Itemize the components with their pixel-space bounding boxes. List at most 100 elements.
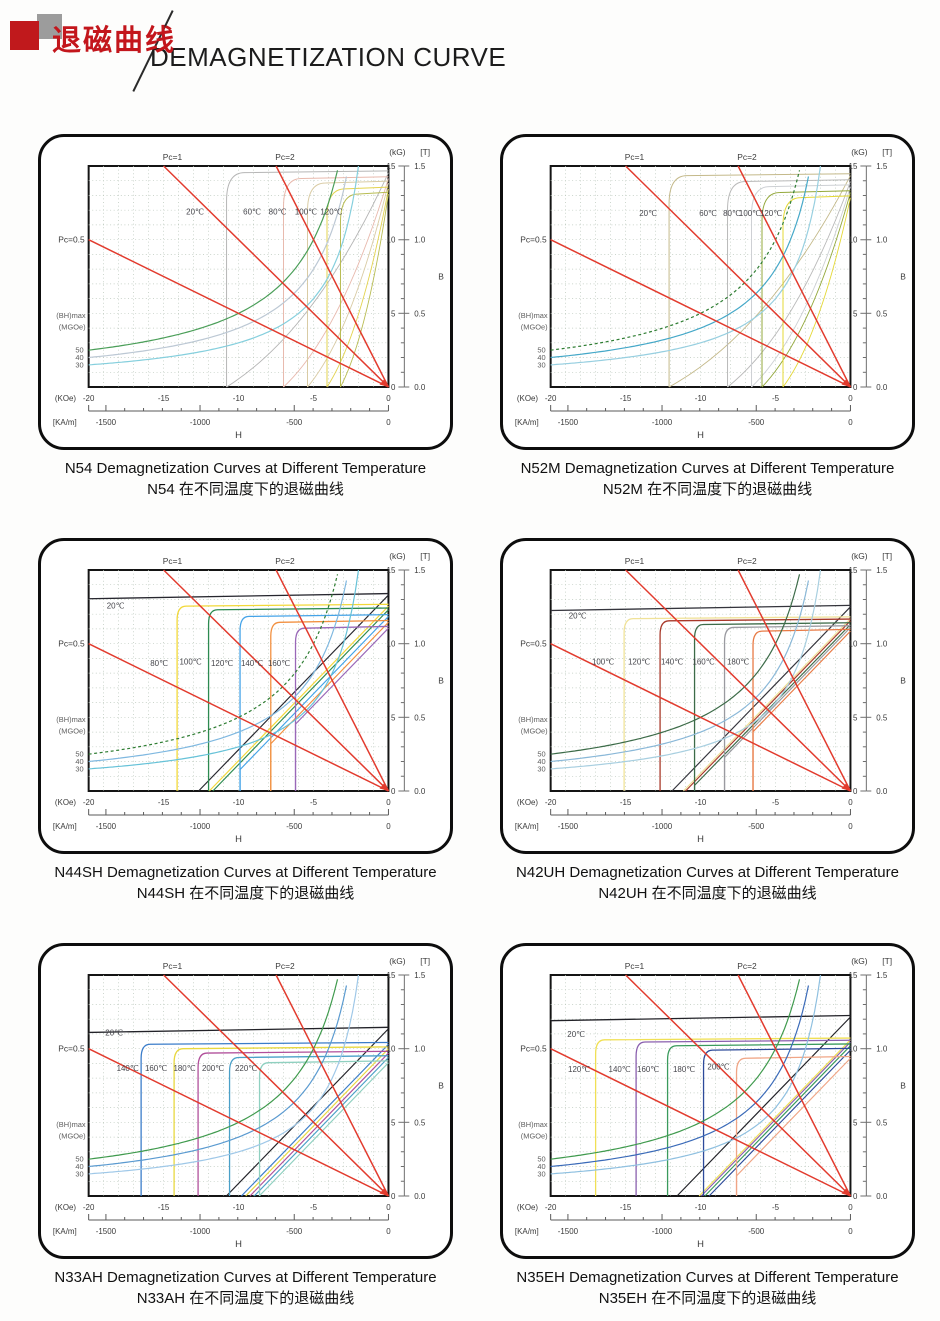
h-axis-label: H: [235, 834, 242, 845]
intrinsic-curve-140c: [635, 1039, 851, 1196]
mgoe-label: (MGOe): [521, 1131, 548, 1140]
temp-label-120c: 120℃: [760, 209, 782, 218]
kg-unit-label: (kG): [389, 551, 406, 561]
pc1-label: Pc=1: [163, 961, 183, 971]
caption-en: N54 Demagnetization Curves at Different …: [64, 460, 427, 477]
koe-tick-0: 0: [386, 394, 391, 403]
koe-unit-label: (KOe): [55, 1203, 77, 1212]
bhmax-hyperbola-40: [550, 985, 810, 1168]
bhmax-hyperbola-30: [550, 569, 822, 770]
kg-tick-0: 0: [853, 383, 858, 392]
intrinsic-curve-100c: [207, 607, 389, 791]
kg-tick-5: 5: [391, 713, 396, 722]
intrinsic-curve-180c: [752, 628, 851, 791]
load-line-pc-2: [275, 974, 390, 1197]
kg-tick-10: 10: [849, 236, 858, 245]
normal-curve-20c: [226, 172, 389, 388]
caption-en: N44SH Demagnetization Curves at Differen…: [54, 864, 437, 881]
temp-label-180c: 180℃: [727, 657, 749, 666]
normal-curve-80c: [751, 186, 851, 388]
koe-tick--15: -15: [158, 798, 170, 807]
kam-tick-0: 0: [386, 1227, 391, 1236]
b-axis-label: B: [438, 675, 444, 685]
mgoe-label: (MGOe): [521, 322, 548, 331]
normal-curve-140c: [240, 1043, 389, 1197]
load-line-pc-1: [163, 974, 389, 1197]
bhmax-hyperbola-30: [550, 974, 822, 1175]
normal-curve-60c: [727, 181, 851, 388]
kam-tick-0: 0: [848, 418, 853, 427]
kg-tick-0: 0: [853, 1192, 858, 1201]
temp-label-100c: 100℃: [180, 657, 202, 666]
mgoe-label: (MGOe): [59, 322, 86, 331]
intrinsic-curve-60c: [283, 176, 389, 387]
koe-tick--5: -5: [772, 798, 780, 807]
koe-tick--5: -5: [310, 1203, 318, 1212]
koe-tick--15: -15: [158, 394, 170, 403]
figure-N44SH: Pc=1 Pc=2 Pc=0.5 20℃ 80℃ 100℃ 120℃ 140℃ 160℃ (BH)…: [38, 538, 453, 904]
normal-curve-80c: [208, 605, 389, 792]
normal-curve-100c: [326, 188, 389, 388]
kam-tick--1500: -1500: [558, 822, 579, 831]
bhmax-value-40: 40: [75, 1162, 83, 1171]
load-line-pc-0.5: [88, 1048, 389, 1197]
bhmax-label: (BH)max: [518, 1120, 548, 1129]
bhmax-label: (BH)max: [56, 715, 86, 724]
intrinsic-curve-120c: [782, 195, 851, 387]
koe-unit-label: (KOe): [517, 798, 539, 807]
koe-unit-label: (KOe): [55, 394, 77, 403]
kam-unit-label: [KA/m]: [53, 1227, 77, 1236]
koe-tick--15: -15: [158, 1203, 170, 1212]
normal-curve-160c: [294, 627, 389, 791]
temp-label-160c: 160℃: [268, 659, 290, 668]
page-header: 退磁曲线 DEMAGNETIZATION CURVE: [0, 0, 940, 110]
koe-tick--20: -20: [545, 798, 557, 807]
t-tick-1.0: 1.0: [414, 640, 426, 649]
temp-label-160c: 160℃: [637, 1065, 659, 1074]
intrinsic-curve-20c: [88, 1026, 389, 1034]
koe-tick--20: -20: [83, 1203, 95, 1212]
chart-panel: Pc=1 Pc=2 Pc=0.5 20℃ 60℃ 80℃ 100℃ 120℃ (BH)max (M…: [500, 134, 915, 450]
temp-label-140c: 140℃: [117, 1064, 139, 1073]
intrinsic-curve-200c: [735, 1055, 851, 1196]
pc05-label: Pc=0.5: [520, 639, 547, 649]
h-axis-label: H: [235, 430, 242, 441]
bhmax-hyperbola-50: [88, 574, 339, 755]
t-tick-1.5: 1.5: [414, 971, 426, 980]
temp-label-20c: 20℃: [105, 1028, 123, 1037]
intrinsic-curve-20c: [226, 170, 389, 387]
load-line-pc-0.5: [550, 1048, 851, 1197]
chart-panel: Pc=1 Pc=2 Pc=0.5 20℃ 100℃ 120℃ 140℃ 160℃ 180℃ (BH…: [500, 538, 915, 854]
load-line-pc-1: [625, 974, 851, 1197]
mgoe-label: (MGOe): [521, 726, 548, 735]
intrinsic-curve-100c: [761, 190, 851, 387]
koe-unit-label: (KOe): [517, 394, 539, 403]
intrinsic-curve-120c: [239, 613, 389, 791]
koe-unit-label: (KOe): [55, 798, 77, 807]
bhmax-label: (BH)max: [56, 311, 86, 320]
normal-curve-100c: [212, 609, 389, 792]
load-line-pc-0.5: [88, 239, 389, 388]
temp-label-120c: 120℃: [211, 659, 233, 668]
normal-curve-120c: [698, 1039, 851, 1197]
load-line-pc-1: [625, 569, 851, 792]
h-axis-label: H: [235, 1239, 242, 1250]
pc05-label: Pc=0.5: [58, 235, 85, 245]
load-line-pc-1: [163, 569, 389, 792]
temp-label-140c: 140℃: [609, 1065, 631, 1074]
h-axis-label: H: [697, 430, 704, 441]
caption-en: N42UH Demagnetization Curves at Differen…: [516, 864, 899, 881]
bhmax-value-30: 30: [75, 764, 83, 773]
intrinsic-curve-120c: [594, 1037, 851, 1196]
bhmax-value-50: 50: [75, 750, 83, 759]
load-line-pc-2: [737, 165, 852, 388]
intrinsic-curve-160c: [294, 625, 389, 791]
temp-label-140c: 140℃: [661, 657, 683, 666]
koe-tick-0: 0: [386, 798, 391, 807]
normal-curve-120c: [782, 197, 851, 388]
bhmax-label: (BH)max: [518, 311, 548, 320]
kam-tick--500: -500: [748, 1227, 764, 1236]
pc1-label: Pc=1: [163, 152, 183, 162]
intrinsic-curve-100c: [623, 616, 851, 791]
demag-chart-N44SH: Pc=1 Pc=2 Pc=0.5 20℃ 80℃ 100℃ 120℃ 140℃ 160℃ (BH)…: [53, 551, 444, 845]
